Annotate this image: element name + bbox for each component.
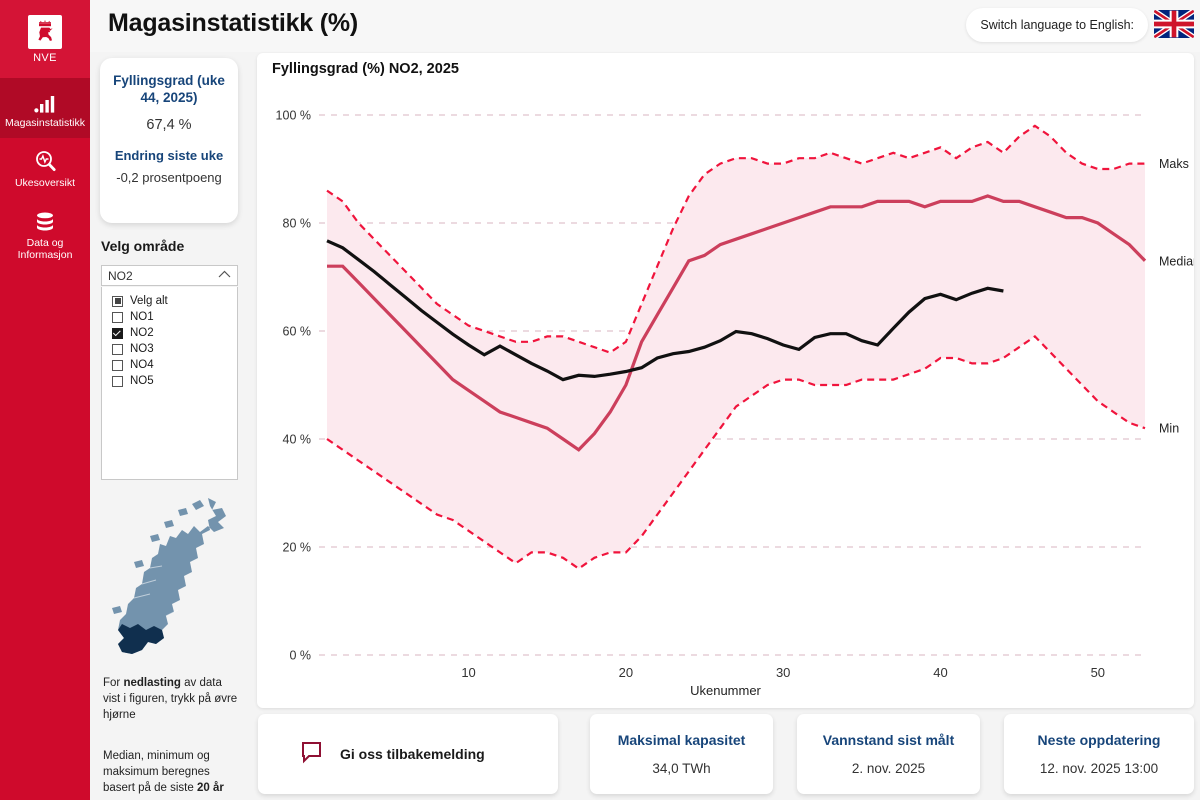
checkbox-icon[interactable]	[112, 375, 123, 387]
option-no4[interactable]: NO4	[102, 357, 237, 373]
x-axis-tick: 10	[461, 665, 475, 680]
kpi-card-next-update: Neste oppdatering 12. nov. 2025 13:00	[1004, 714, 1194, 794]
chart-title: Fyllingsgrad (%) NO2, 2025	[272, 61, 459, 77]
norway-map-icon[interactable]	[104, 492, 236, 662]
fill-level-stat-card: Fyllingsgrad (uke 44, 2025) 67,4 % Endri…	[100, 58, 238, 223]
y-axis-tick: 80 %	[283, 217, 312, 231]
checkbox-partial-icon[interactable]	[112, 295, 123, 307]
stat-card-value: 67,4 %	[146, 117, 192, 133]
option-label: Velg alt	[130, 295, 168, 307]
area-select-label: Velg område	[101, 238, 185, 254]
x-axis-tick: 50	[1091, 665, 1105, 680]
y-axis-tick: 100 %	[276, 109, 311, 123]
download-note-bold: nedlasting	[123, 677, 181, 689]
kpi-title: Neste oppdatering	[1037, 732, 1161, 748]
y-axis-tick: 40 %	[283, 433, 312, 447]
chart-series-label: Maks	[1159, 157, 1189, 171]
option-label: NO4	[130, 359, 154, 371]
page-title: Magasinstatistikk (%)	[108, 9, 359, 37]
sidebar-item-ukesoversikt[interactable]: Ukesoversikt	[0, 138, 90, 198]
kpi-title: Vannstand sist målt	[822, 732, 955, 748]
area-option-list: Velg alt NO1 NO2 NO3 NO4 NO5	[101, 287, 238, 480]
download-note: For nedlasting av data vist i figuren, t…	[103, 675, 241, 723]
area-select-box[interactable]: NO2	[101, 265, 238, 286]
bar-chart-icon	[34, 87, 56, 113]
median-line	[327, 194, 1147, 452]
feedback-button[interactable]: Gi oss tilbakemelding	[258, 714, 558, 794]
current-year-line	[326, 239, 1004, 382]
fill-level-chart[interactable]: 0 % 20 % 40 % 60 % 80 % 100 % 10 20 30 40 50 Maks Me…	[257, 53, 1194, 708]
download-note-post: av data vist i figuren, trykk på øvre hj…	[103, 677, 238, 721]
option-velg-alt[interactable]: Velg alt	[102, 293, 237, 309]
min-max-band	[327, 125, 1145, 569]
stat-card-subtitle: Endring siste uke	[114, 148, 224, 163]
x-axis-tick: 20	[619, 665, 633, 680]
option-label: NO1	[130, 311, 154, 323]
sidebar-item-magasinstatistikk[interactable]: Magasinstatistikk	[0, 78, 90, 138]
checkbox-icon[interactable]	[112, 343, 123, 355]
kpi-card-last-measured: Vannstand sist målt 2. nov. 2025	[797, 714, 980, 794]
x-axis-label: Ukenummer	[690, 683, 761, 698]
stat-card-title: Fyllingsgrad (uke 44, 2025)	[113, 73, 225, 105]
uk-flag-icon[interactable]	[1154, 10, 1194, 38]
chart-series-label: Median	[1159, 254, 1194, 268]
min-line	[326, 334, 1146, 570]
option-label: NO3	[130, 343, 154, 355]
stats-note: Median, minimum og maksimum beregnes bas…	[103, 748, 241, 796]
page-header: Magasinstatistikk (%) Switch language to…	[90, 0, 1200, 52]
option-no3[interactable]: NO3	[102, 341, 237, 357]
feedback-label: Gi oss tilbakemelding	[340, 746, 485, 762]
kpi-value: 12. nov. 2025 13:00	[1039, 761, 1159, 776]
checkbox-icon[interactable]	[112, 311, 123, 323]
sidebar-item-label: Data og Informasjon	[17, 237, 73, 261]
option-no2[interactable]: NO2	[102, 325, 237, 341]
switch-language-button[interactable]: Switch language to English:	[966, 8, 1148, 42]
left-navigation-rail: NVE Magasinstatistikk Uke	[0, 0, 90, 800]
maks-line	[326, 124, 1145, 354]
y-axis-tick: 0 %	[289, 649, 311, 663]
stats-note-pre: Median, minimum og maksimum beregnes bas…	[103, 750, 210, 794]
kpi-value: 2. nov. 2025	[851, 761, 926, 776]
option-no1[interactable]: NO1	[102, 309, 237, 325]
stat-card-subvalue: -0,2 prosentpoeng	[116, 170, 222, 185]
sidebar-item-label: Magasinstatistikk	[5, 117, 85, 129]
option-no5[interactable]: NO5	[102, 373, 237, 389]
stats-note-bold: 20 år	[196, 782, 224, 794]
speech-bubble-icon	[300, 740, 324, 769]
option-label: NO5	[130, 375, 154, 387]
chart-series-label: Min	[1159, 422, 1179, 436]
database-icon	[34, 207, 56, 233]
sidebar-item-label: Ukesoversikt	[14, 177, 76, 189]
y-axis-tick: 20 %	[283, 541, 312, 555]
chevron-up-icon	[218, 270, 237, 281]
x-axis-tick: 30	[776, 665, 790, 680]
area-select-value: NO2	[108, 268, 133, 283]
switch-language-label: Switch language to English:	[980, 18, 1134, 32]
nve-logo-block[interactable]: NVE	[0, 0, 90, 78]
checkbox-checked-icon[interactable]	[112, 327, 123, 339]
x-axis-tick: 40	[933, 665, 947, 680]
option-label: NO2	[130, 327, 154, 339]
download-note-pre: For	[103, 677, 124, 689]
nve-lion-logo-icon	[28, 14, 62, 49]
checkbox-icon[interactable]	[112, 359, 123, 371]
kpi-card-max-capacity: Maksimal kapasitet 34,0 TWh	[590, 714, 773, 794]
kpi-title: Maksimal kapasitet	[617, 732, 746, 748]
y-axis-tick: 60 %	[283, 325, 312, 339]
chart-panel: Fyllingsgrad (%) NO2, 2025 0 % 20 % 40 % 60…	[257, 53, 1194, 708]
sidebar-item-data-og-informasjon[interactable]: Data og Informasjon	[0, 198, 90, 270]
nve-logo-label: NVE	[33, 51, 57, 64]
kpi-value: 34,0 TWh	[652, 761, 711, 776]
magnifier-pulse-icon	[33, 147, 57, 173]
